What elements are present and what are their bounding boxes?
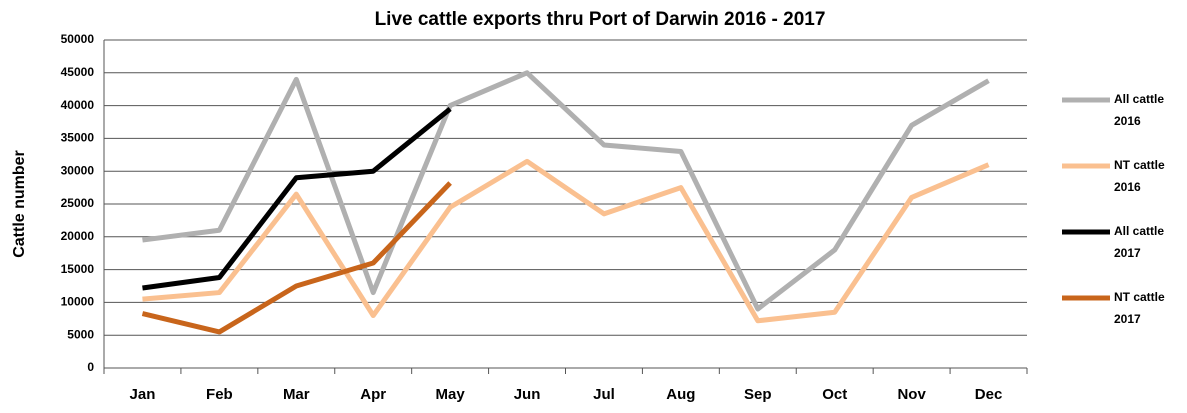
x-tick-label: Nov (897, 386, 926, 403)
x-tick-label: Oct (822, 386, 847, 403)
legend-label: All cattle 2016 (1114, 92, 1165, 128)
series-line (142, 158, 990, 324)
y-tick-label: 40000 (61, 98, 95, 112)
y-tick-label: 35000 (61, 131, 95, 145)
x-tick-label: May (436, 386, 466, 403)
x-tick-label: Sep (744, 386, 772, 403)
x-tick-label: Dec (975, 386, 1003, 403)
x-tick-label: Jan (130, 386, 156, 403)
y-tick-label: 25000 (61, 196, 95, 210)
x-tick-label: Feb (206, 386, 233, 403)
chart-title: Live cattle exports thru Port of Darwin … (375, 9, 826, 30)
series-line (142, 106, 452, 291)
series-line (141, 181, 452, 335)
y-tick-label: 45000 (61, 65, 95, 79)
legend-label: All cattle 2017 (1114, 224, 1165, 260)
x-tick-label: Jul (593, 386, 615, 403)
y-tick-label: 50000 (61, 32, 95, 46)
x-tick-label: Apr (360, 386, 386, 403)
x-tick-label: Mar (283, 386, 310, 403)
x-tick-label: Aug (666, 386, 695, 403)
legend-label: NT cattle 2017 (1114, 290, 1165, 326)
y-tick-label: 5000 (67, 327, 94, 341)
x-tick-label: Jun (514, 386, 541, 403)
y-tick-label: 20000 (61, 229, 95, 243)
legend-label: NT cattle 2016 (1114, 158, 1165, 194)
y-tick-label: 15000 (61, 262, 95, 276)
series-line (142, 70, 990, 312)
y-tick-label: 10000 (61, 295, 95, 309)
y-tick-label: 30000 (61, 163, 95, 177)
y-axis-label: Cattle number (11, 150, 28, 258)
y-tick-label: 0 (87, 360, 94, 374)
